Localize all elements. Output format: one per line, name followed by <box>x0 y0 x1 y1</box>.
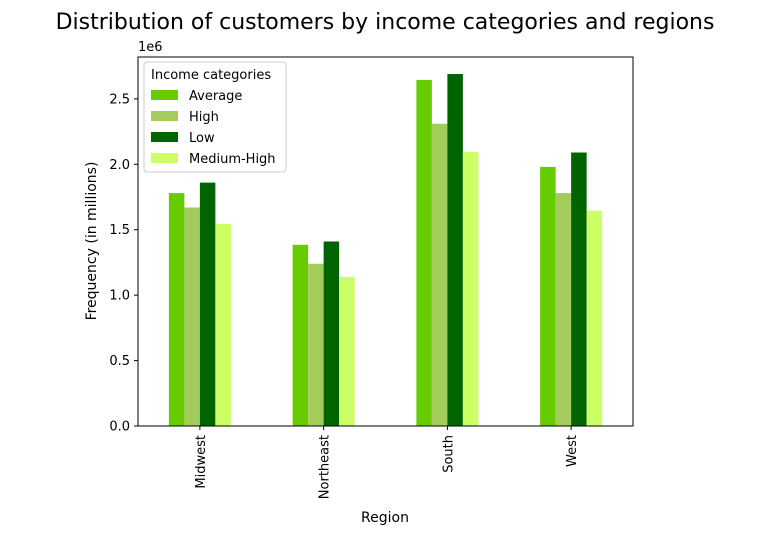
x-axis-label: Region <box>361 510 409 526</box>
y-tick-label: 2.0 <box>109 158 130 173</box>
y-tick-label: 1.0 <box>109 289 130 304</box>
plot-area: Midwest Northeast South West 0.0 0.5 1.0 1.5 2.0… <box>109 56 634 499</box>
y-tick-label: 0.5 <box>109 354 130 369</box>
x-tick-label: Northeast <box>318 435 333 499</box>
legend-swatch-low <box>151 132 178 142</box>
bar-west-low <box>571 152 587 426</box>
bar-midwest-low <box>199 182 216 426</box>
bar-south-low <box>447 74 463 426</box>
bar-midwest-average <box>168 193 185 426</box>
legend-swatch-medium-high <box>151 153 178 163</box>
bar-west-medium-high <box>586 210 603 426</box>
bar-northeast-low <box>323 241 340 426</box>
legend-swatch-high <box>151 111 178 121</box>
legend-label: High <box>189 110 219 125</box>
bar-south-medium-high <box>462 151 479 426</box>
legend-swatch-average <box>151 90 178 100</box>
bar-midwest-medium-high <box>215 223 231 426</box>
x-tick-label: Midwest <box>194 435 209 489</box>
x-tick-label: West <box>565 435 580 467</box>
plot-frame <box>137 56 634 427</box>
bar-south-average <box>416 79 432 427</box>
legend: Income categories Average High Low Medium-H… <box>143 61 287 173</box>
bar-northeast-average <box>292 244 309 426</box>
chart-title: Distribution of customers by income cate… <box>56 10 715 35</box>
y-axis-label: Frequency (in millions) <box>84 162 100 321</box>
legend-items: Average High Low Medium-High <box>151 89 276 167</box>
y-tick-label: 2.5 <box>109 92 130 107</box>
y-tick-label: 1.5 <box>109 223 130 238</box>
bar-northeast-medium-high <box>339 276 355 426</box>
bar-west-high <box>555 193 572 426</box>
legend-box <box>143 61 287 173</box>
legend-label: Average <box>189 89 242 104</box>
bar-south-high <box>431 123 448 426</box>
bar-midwest-high <box>184 207 200 426</box>
legend-label: Medium-High <box>189 152 276 167</box>
y-tick-label: 0.0 <box>109 420 130 435</box>
legend-label: Low <box>189 131 215 146</box>
x-tick-label: South <box>441 435 456 473</box>
bar-northeast-high <box>308 263 324 426</box>
y-axis-offset-label: 1e6 <box>138 40 163 55</box>
legend-title: Income categories <box>151 68 271 83</box>
bar-west-average <box>540 166 556 426</box>
